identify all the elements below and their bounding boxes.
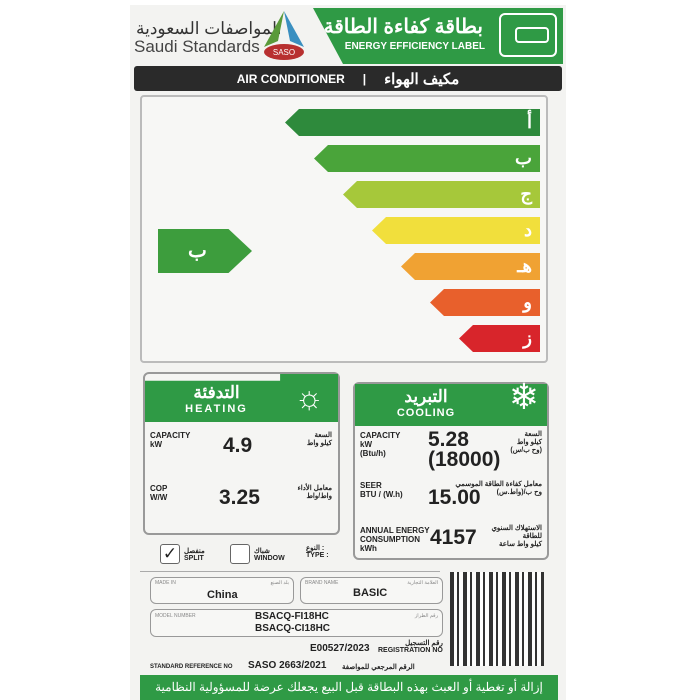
capacity-unit-btu: (Btu/h): [360, 449, 386, 458]
org-name-ar: المواصفات السعودية: [136, 19, 282, 38]
capacity-label: CAPACITY: [360, 431, 401, 440]
annual-label-ar: الاستهلاك السنوي للطاقة: [491, 525, 542, 540]
window-label: WINDOW: [254, 555, 285, 562]
annual-label: ANNUAL ENERGY CONSUMPTION: [360, 526, 430, 544]
capacity-unit2-ar: (وح ب/س): [510, 447, 542, 454]
brand-label-ar: العلامة التجارية: [407, 580, 438, 586]
type-selector: ✓ منفصل SPLIT شباك WINDOW النوع : TYPE :: [146, 542, 336, 568]
cop-unit-ar: واط/واط: [306, 493, 332, 500]
heating-cop-value: 3.25: [219, 486, 260, 509]
capacity-label-ar: السعة: [314, 432, 332, 439]
seer-unit: BTU / (W.h): [360, 490, 403, 499]
heating-capacity-value: 4.9: [223, 434, 253, 457]
seer-label-ar: معامل كفاءة الطاقة الموسمي: [455, 481, 542, 488]
seer-label: SEER: [360, 481, 382, 490]
window-checkbox[interactable]: [230, 544, 250, 564]
type-label: TYPE :: [306, 552, 329, 559]
window-label-ar: شباك: [254, 548, 270, 555]
made-in-value: China: [207, 589, 238, 601]
cooling-capacity-btu: (18000): [428, 448, 501, 471]
capacity-label-ar: السعة: [524, 431, 542, 438]
rating-arrow-6: ز: [459, 325, 540, 352]
rating-arrow-4: هـ: [401, 253, 540, 280]
cop-label-ar: معامل الأداء: [297, 485, 332, 492]
standard-reference-value: SASO 2663/2021: [248, 660, 327, 671]
title-en: ENERGY EFFICIENCY LABEL: [344, 41, 485, 52]
capacity-label: CAPACITY: [150, 431, 191, 440]
heating-title-ar: التدفئة: [193, 383, 240, 402]
cooling-capacity-kw: 5.28: [428, 428, 469, 451]
cooling-title-ar: التبريد: [404, 387, 448, 406]
standard-reference-label-ar: الرقم المرجعي للمواصفة: [342, 664, 415, 671]
capacity-unit: kW: [360, 440, 372, 449]
seer-value: 15.00: [428, 486, 481, 509]
model-label: MODEL NUMBER: [155, 613, 196, 619]
model-field: MODEL NUMBER رقم الطراز BSACQ-FI18HC BSAC…: [150, 609, 443, 637]
org-name-en: Saudi Standards: [134, 37, 260, 56]
annual-unit: kWh: [360, 544, 377, 553]
sun-icon: ☼: [294, 379, 324, 415]
split-label: SPLIT: [184, 555, 204, 562]
model-number-1: BSACQ-FI18HC: [255, 611, 329, 622]
cop-label: COP: [150, 484, 168, 493]
capacity-unit-ar: كيلو واط: [516, 439, 542, 446]
separator: |: [362, 71, 367, 86]
capacity-unit-ar: كيلو واط: [306, 440, 332, 447]
selected-rating-indicator: ب: [158, 229, 252, 273]
capacity-unit: kW: [150, 440, 162, 449]
product-en: AIR CONDITIONER: [236, 71, 345, 86]
made-in-label-ar: بلد الصنع: [270, 580, 289, 586]
split-checkbox[interactable]: ✓: [160, 544, 180, 564]
snowflake-icon: ❄: [508, 376, 539, 417]
rating-arrow-3: د: [372, 217, 540, 244]
split-label-ar: منفصل: [184, 548, 205, 555]
made-in-field: MADE IN بلد الصنع China: [150, 577, 294, 604]
divider: [140, 571, 440, 572]
brand-value: BASIC: [353, 587, 388, 599]
made-in-label: MADE IN: [155, 580, 176, 586]
rating-arrow-1: ب: [314, 145, 540, 172]
rating-arrow-2: ج: [343, 181, 540, 208]
air-conditioner-icon: [499, 13, 557, 57]
saso-logo: SASO: [264, 11, 304, 60]
rating-arrow-5: و: [430, 289, 540, 316]
type-label-ar: النوع :: [306, 545, 325, 552]
standard-reference-label: STANDARD REFERENCE NO: [150, 664, 233, 670]
registration-number: E00527/2023: [310, 643, 370, 654]
cop-unit: W/W: [150, 493, 168, 502]
cooling-panel: التبريد COOLING ❄ CAPACITY kW (Btu/h) 5.28…: [353, 376, 549, 560]
rating-arrow-0: أ: [285, 109, 540, 136]
seer-unit-ar: وح ب/(واط.س): [496, 489, 542, 496]
model-label-ar: رقم الطراز: [414, 613, 438, 619]
footer-warning: إزالة أو تغطية أو العبث بهذه البطاقة قبل…: [140, 675, 558, 700]
product-ar: مكيف الهواء: [384, 70, 460, 88]
annual-unit-ar: كيلو واط ساعة: [499, 541, 542, 548]
heating-title-en: HEATING: [185, 403, 248, 415]
product-type-bar: AIR CONDITIONER | مكيف الهواء: [134, 66, 562, 91]
energy-label: المواصفات السعودية Saudi Standards SASO …: [130, 5, 566, 700]
annual-value: 4157: [430, 526, 477, 549]
registration-label: REGISTRATION NO: [378, 647, 443, 654]
heating-panel: التدفئة HEATING ☼ CAPACITY kW 4.9 السعة كي…: [143, 372, 340, 535]
qr-code[interactable]: [450, 572, 544, 666]
title-ar: بطاقة كفاءة الطاقة: [323, 16, 483, 38]
cooling-title-en: COOLING: [396, 407, 456, 419]
registration-label-ar: رقم التسجيل: [405, 640, 443, 647]
brand-label: BRAND NAME: [305, 580, 339, 586]
svg-text:SASO: SASO: [273, 48, 295, 57]
brand-field: BRAND NAME العلامة التجارية BASIC: [300, 577, 443, 604]
model-number-2: BSACQ-CI18HC: [255, 623, 331, 634]
rating-scale: ب أ ب ج د هـ و ز: [140, 95, 548, 363]
label-title-banner: بطاقة كفاءة الطاقة ENERGY EFFICIENCY LAB…: [313, 8, 563, 64]
